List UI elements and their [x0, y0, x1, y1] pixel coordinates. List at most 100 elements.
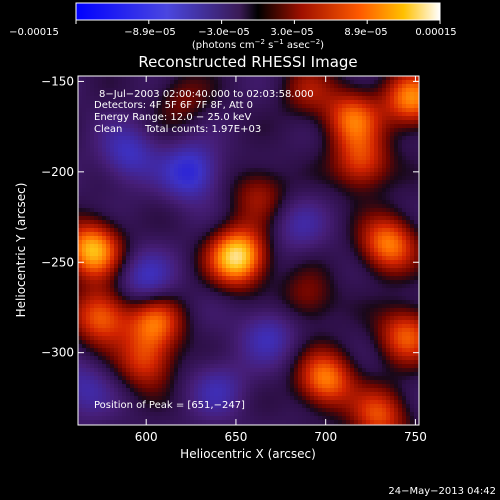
- heatmap-cell: [86, 240, 90, 244]
- heatmap-cell: [414, 236, 418, 240]
- heatmap-cell: [102, 264, 106, 268]
- heatmap-cell: [78, 88, 82, 92]
- heatmap-cell: [282, 176, 286, 180]
- heatmap-cell: [278, 236, 282, 240]
- heatmap-cell: [334, 248, 338, 252]
- heatmap-cell: [370, 232, 374, 236]
- heatmap-cell: [362, 132, 366, 136]
- heatmap-cell: [106, 192, 110, 196]
- heatmap-cell: [266, 264, 270, 268]
- heatmap-cell: [346, 192, 350, 196]
- heatmap-cell: [274, 296, 278, 300]
- heatmap-cell: [362, 120, 366, 124]
- heatmap-cell: [378, 196, 382, 200]
- heatmap-cell: [162, 256, 166, 260]
- heatmap-cell: [242, 232, 246, 236]
- heatmap-cell: [414, 84, 418, 88]
- heatmap-cell: [346, 148, 350, 152]
- heatmap-cell: [346, 276, 350, 280]
- heatmap-cell: [158, 124, 162, 128]
- heatmap-cell: [158, 100, 162, 104]
- heatmap-cell: [326, 240, 330, 244]
- heatmap-cell: [310, 172, 314, 176]
- heatmap-cell: [142, 136, 146, 140]
- heatmap-cell: [310, 156, 314, 160]
- heatmap-cell: [346, 84, 350, 88]
- heatmap-cell: [250, 84, 254, 88]
- heatmap-cell: [330, 92, 334, 96]
- heatmap-cell: [238, 156, 242, 160]
- heatmap-cell: [334, 148, 338, 152]
- heatmap-cell: [114, 300, 118, 304]
- heatmap-cell: [90, 260, 94, 264]
- heatmap-cell: [346, 76, 350, 80]
- heatmap-cell: [114, 132, 118, 136]
- heatmap-cell: [158, 196, 162, 200]
- heatmap-cell: [206, 240, 210, 244]
- heatmap-cell: [390, 148, 394, 152]
- heatmap-cell: [302, 196, 306, 200]
- heatmap-cell: [110, 200, 114, 204]
- heatmap-cell: [350, 140, 354, 144]
- heatmap-cell: [334, 96, 338, 100]
- heatmap-cell: [98, 132, 102, 136]
- heatmap-cell: [278, 264, 282, 268]
- heatmap-cell: [374, 168, 378, 172]
- heatmap-cell: [326, 160, 330, 164]
- heatmap-cell: [366, 244, 370, 248]
- heatmap-cell: [210, 228, 214, 232]
- heatmap-cell: [330, 108, 334, 112]
- heatmap-cell: [254, 172, 258, 176]
- heatmap-cell: [162, 148, 166, 152]
- heatmap-cell: [334, 244, 338, 248]
- heatmap-cell: [206, 176, 210, 180]
- heatmap-cell: [226, 252, 230, 256]
- heatmap-cell: [242, 180, 246, 184]
- heatmap-cell: [286, 176, 290, 180]
- heatmap-cell: [114, 200, 118, 204]
- heatmap-cell: [278, 116, 282, 120]
- heatmap-cell: [166, 288, 170, 292]
- heatmap-cell: [294, 108, 298, 112]
- heatmap-cell: [362, 92, 366, 96]
- heatmap-cell: [270, 128, 274, 132]
- heatmap-cell: [262, 172, 266, 176]
- heatmap-cell: [90, 268, 94, 272]
- heatmap-cell: [286, 256, 290, 260]
- heatmap-cell: [110, 112, 114, 116]
- heatmap-cell: [326, 276, 330, 280]
- heatmap-cell: [254, 288, 258, 292]
- heatmap-cell: [118, 200, 122, 204]
- heatmap-cell: [178, 204, 182, 208]
- heatmap-cell: [386, 184, 390, 188]
- heatmap-cell: [378, 200, 382, 204]
- heatmap-cell: [338, 168, 342, 172]
- heatmap-cell: [330, 172, 334, 176]
- heatmap-cell: [278, 188, 282, 192]
- heatmap-cell: [214, 208, 218, 212]
- heatmap-cell: [222, 120, 226, 124]
- heatmap-cell: [210, 104, 214, 108]
- heatmap-cell: [274, 256, 278, 260]
- heatmap-cell: [82, 252, 86, 256]
- heatmap-cell: [186, 292, 190, 296]
- heatmap-cell: [274, 80, 278, 84]
- heatmap-cell: [366, 236, 370, 240]
- heatmap-cell: [166, 272, 170, 276]
- heatmap-cell: [338, 244, 342, 248]
- heatmap-cell: [206, 304, 210, 308]
- heatmap-cell: [366, 280, 370, 284]
- heatmap-cell: [310, 224, 314, 228]
- heatmap-cell: [354, 80, 358, 84]
- heatmap-cell: [190, 140, 194, 144]
- heatmap-cell: [214, 188, 218, 192]
- heatmap-cell: [218, 208, 222, 212]
- heatmap-cell: [266, 120, 270, 124]
- heatmap-cell: [94, 220, 98, 224]
- heatmap-cell: [158, 276, 162, 280]
- heatmap-cell: [126, 160, 130, 164]
- heatmap-cell: [366, 232, 370, 236]
- heatmap-cell: [314, 196, 318, 200]
- heatmap-cell: [242, 268, 246, 272]
- heatmap-cell: [174, 180, 178, 184]
